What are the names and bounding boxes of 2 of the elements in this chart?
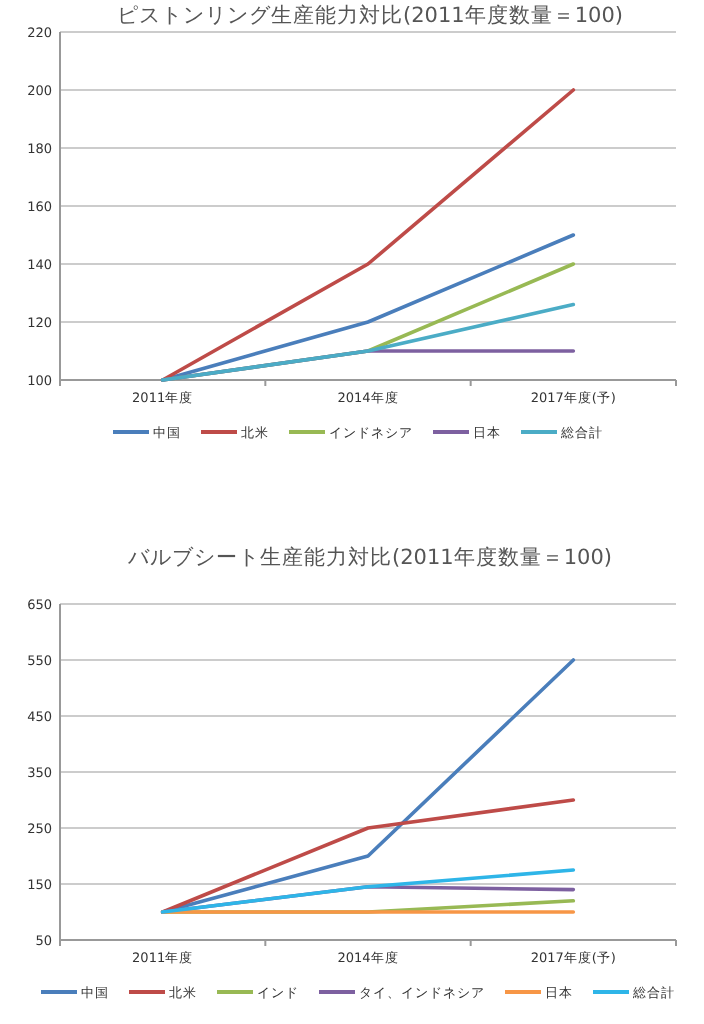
chart-title: ピストンリング生産能力対比(2011年度数量＝100) — [117, 2, 623, 28]
chart-title: バルブシート生産能力対比(2011年度数量＝100) — [126, 544, 612, 570]
